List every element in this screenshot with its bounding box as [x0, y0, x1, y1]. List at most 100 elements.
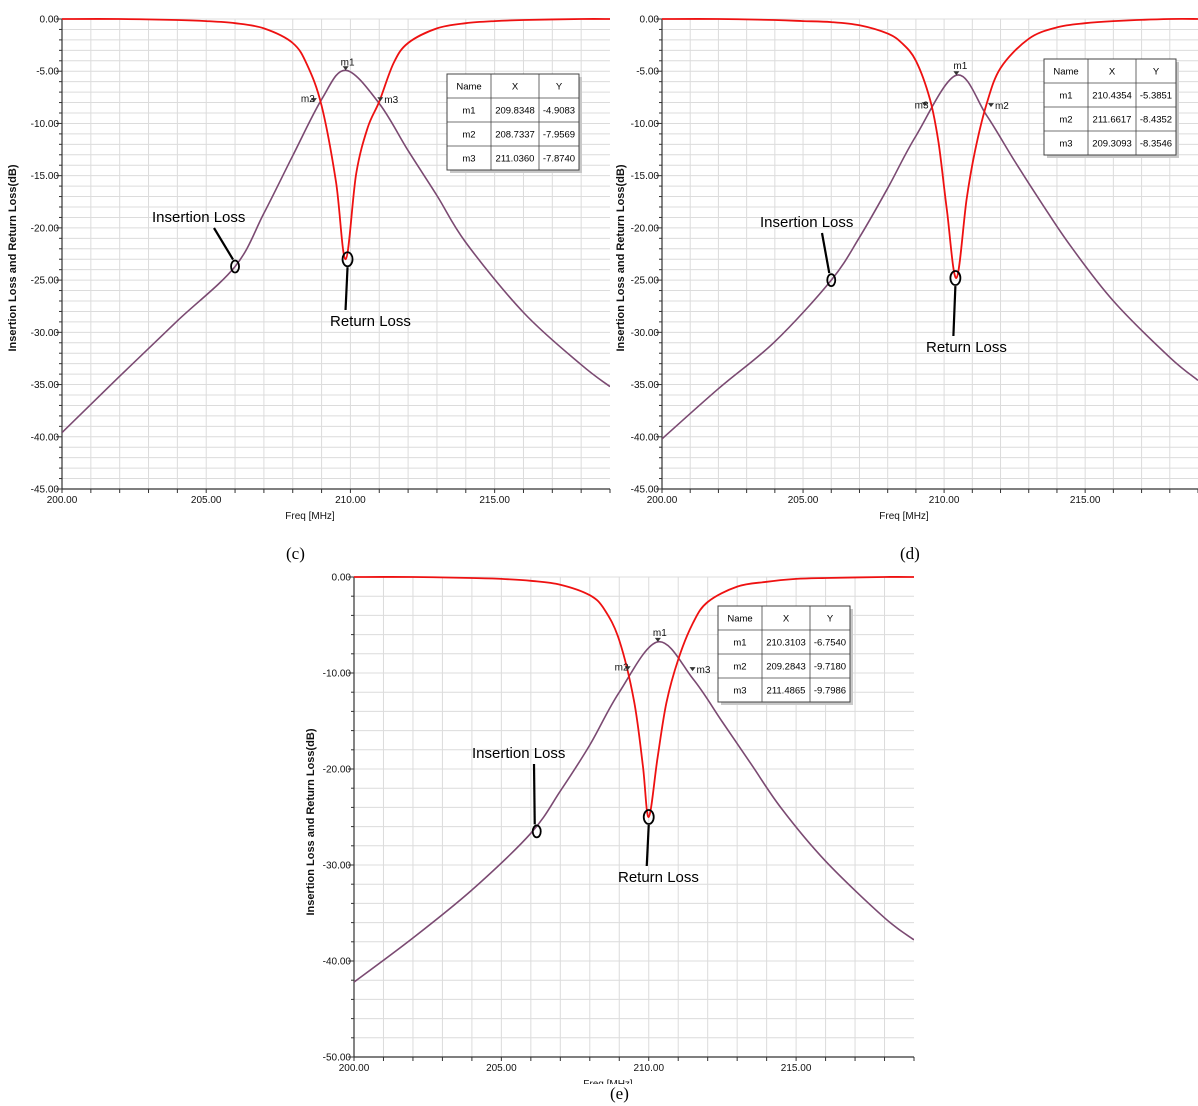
y-tick-label: -40.00 [31, 432, 60, 443]
marker-table-cell: 210.4354 [1092, 91, 1132, 102]
x-tick-label: 200.00 [47, 495, 78, 506]
return-loss-line [662, 17, 1198, 279]
insertion-loss-leader [532, 763, 536, 825]
marker-m1-point [342, 66, 349, 71]
x-tick-label: 205.00 [788, 495, 819, 506]
marker-table-cell: m2 [462, 130, 475, 141]
marker-table-cell: 209.2843 [766, 662, 806, 673]
insertion-loss-marker-circle [826, 273, 837, 288]
return-loss-leader [344, 267, 349, 311]
return-loss-leader [952, 285, 957, 337]
grid [354, 576, 914, 1058]
marker-table-cell: 208.7337 [495, 130, 535, 141]
return-loss-marker-circle [949, 270, 962, 286]
marker-m2-label: m2 [615, 662, 629, 673]
x-tick-label: 205.00 [486, 1063, 517, 1074]
y-tick-label: -10.00 [631, 119, 660, 130]
y-tick-label: -25.00 [31, 276, 60, 287]
marker-table-cell: 209.8348 [495, 106, 535, 117]
marker-m1-label: m1 [953, 61, 967, 72]
marker-table-cell: m3 [733, 686, 746, 697]
return-loss-annotation: Return Loss [330, 313, 411, 330]
marker-table-header: Y [556, 82, 563, 93]
y-axis-title: Insertion Loss and Return Loss(dB) [615, 164, 627, 351]
y-tick-label: -5.00 [36, 67, 59, 78]
marker-m3-label: m3 [697, 665, 711, 676]
marker-table-cell: m2 [733, 662, 746, 673]
marker-m2-label: m2 [301, 94, 315, 105]
y-tick-label: -25.00 [631, 276, 660, 287]
y-tick-label: -10.00 [323, 669, 352, 680]
chart-e: 0.00 -10.00 -20.00 -30.00 -40.00 -50.00200.00… [305, 573, 915, 1084]
marker-table-cell: 211.4865 [767, 686, 806, 697]
caption-e: (e) [610, 1084, 629, 1103]
y-tick-label: 0.00 [332, 573, 352, 584]
return-loss-line [62, 18, 610, 261]
x-tick-label: 210.00 [335, 495, 366, 506]
marker-table-cell: m3 [1059, 139, 1072, 150]
y-tick-label: -30.00 [323, 861, 352, 872]
marker-table-cell: -5.3851 [1140, 91, 1172, 102]
caption-c: (c) [286, 544, 305, 563]
marker-table-cell: 210.3103 [766, 638, 806, 649]
marker-table-cell: m1 [1059, 91, 1072, 102]
insertion-loss-annotation: Insertion Loss [472, 745, 565, 762]
marker-m3-point [377, 97, 384, 102]
grid [662, 18, 1198, 490]
return-loss-leader [645, 824, 650, 867]
marker-m2-point [310, 98, 317, 103]
marker-table-cell: m2 [1059, 115, 1072, 126]
return-loss-annotation: Return Loss [618, 869, 699, 886]
y-tick-label: -15.00 [31, 171, 60, 182]
marker-table-header: Name [456, 82, 481, 93]
marker-table-cell: -7.8740 [543, 154, 575, 165]
marker-table-header: Y [1153, 67, 1160, 78]
y-axis-title: Insertion Loss and Return Loss(dB) [7, 164, 19, 351]
marker-table-cell: -7.9569 [543, 130, 575, 141]
marker-table-header: X [1109, 67, 1116, 78]
y-tick-label: 0.00 [640, 15, 660, 26]
insertion-loss-marker-circle [531, 824, 542, 839]
chart-c: 0.00 -5.00 -10.00 -15.00 -20.00 -25.00 -30.00 -… [7, 15, 611, 522]
insertion-loss-line [62, 69, 610, 434]
insertion-loss-leader [213, 227, 234, 261]
x-axis-title: Freq [MHz] [879, 511, 929, 522]
marker-m1-label: m1 [341, 57, 355, 68]
marker-table-cell: -8.3546 [1140, 139, 1172, 150]
marker-table: Name X Ym1 210.4354 -5.3851 m2 211.6617 -8.4352… [1043, 58, 1179, 158]
marker-table-header: X [512, 82, 519, 93]
y-tick-label: 0.00 [40, 15, 60, 26]
marker-table-cell: -9.7180 [814, 662, 846, 673]
marker-table-cell: -6.7540 [814, 638, 846, 649]
marker-table-cell: m3 [462, 154, 475, 165]
y-tick-label: -20.00 [631, 223, 660, 234]
insertion-loss-annotation: Insertion Loss [760, 214, 853, 231]
y-tick-label: -15.00 [631, 171, 660, 182]
marker-table-header: Name [727, 614, 752, 625]
y-tick-label: -40.00 [323, 957, 352, 968]
marker-table-header: X [783, 614, 790, 625]
marker-table: Name X Ym1 210.3103 -6.7540 m2 209.2843 -9.7180… [717, 605, 853, 705]
insertion-loss-annotation: Insertion Loss [152, 209, 245, 226]
return-loss-line [354, 576, 914, 818]
x-axis-title: Freq [MHz] [583, 1079, 633, 1084]
insertion-loss-leader [820, 232, 831, 274]
x-tick-label: 200.00 [647, 495, 678, 506]
marker-table-cell: 211.6617 [1093, 115, 1132, 126]
y-tick-label: -45.00 [31, 485, 60, 496]
marker-m3-label: m3 [384, 95, 398, 106]
marker-table-cell: m1 [733, 638, 746, 649]
x-tick-label: 200.00 [339, 1063, 370, 1074]
y-tick-label: -20.00 [31, 223, 60, 234]
return-loss-annotation: Return Loss [926, 339, 1007, 356]
x-tick-label: 215.00 [479, 495, 510, 506]
y-tick-label: -45.00 [631, 485, 660, 496]
marker-m1-label: m1 [653, 628, 667, 639]
x-axis-title: Freq [MHz] [285, 511, 335, 522]
marker-table-header: Y [827, 614, 834, 625]
insertion-loss-line [662, 74, 1198, 440]
return-loss-marker-circle [642, 809, 655, 825]
y-tick-label: -5.00 [636, 67, 659, 78]
y-tick-label: -35.00 [631, 380, 660, 391]
y-tick-label: -10.00 [31, 119, 60, 130]
